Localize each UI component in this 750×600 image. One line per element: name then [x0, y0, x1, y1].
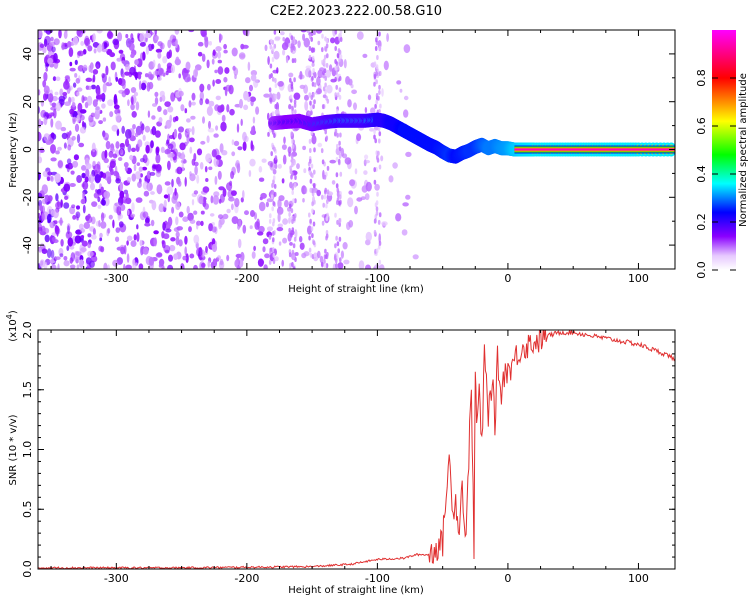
snr-y-multiplier: (x104) [5, 310, 19, 342]
colorbar: 0.0 0.2 0.4 0.6 0.8 Normalized spectral ampl… [695, 30, 749, 279]
colorbar-tick-label: 0.0 [695, 261, 708, 279]
spectrogram-y-ticks: -40 -20 0 20 40 [21, 29, 675, 270]
snr-x-label: Height of straight line (km) [288, 585, 424, 596]
x-tick-label: 100 [628, 272, 649, 285]
x-tick-label: -100 [365, 572, 390, 585]
y-tick-label: 1.0 [21, 441, 34, 459]
spectrogram-x-ticks: -300 -200 -100 0 100 [50, 30, 649, 285]
y-tick-label: -20 [21, 188, 34, 206]
snr-x-ticks: -300 -200 -100 0 100 [50, 330, 649, 585]
snr-frame [37, 329, 676, 570]
spectrogram-x-label: Height of straight line (km) [288, 284, 424, 295]
snr-line [38, 330, 675, 569]
x-tick-label: -200 [234, 572, 259, 585]
x-tick-label: -300 [104, 572, 129, 585]
spectrogram-y-label: Frequency (Hz) [8, 112, 19, 188]
spectrogram-noise [38, 30, 419, 269]
snr-y-ticks: 0.0 0.5 1.0 1.5 2.0 [21, 321, 675, 578]
colorbar-tick-label: 0.4 [695, 165, 708, 183]
y-tick-label: -40 [21, 236, 34, 254]
y-tick-label: 20 [21, 95, 34, 109]
snr-y-label: SNR (10 * v/v) [8, 414, 19, 485]
x-tick-label: 0 [504, 272, 511, 285]
colorbar-tick-label: 0.6 [695, 117, 708, 135]
spectrogram-signal-trace [268, 112, 675, 164]
x-tick-label: 100 [628, 572, 649, 585]
figure-title: C2E2.2023.222.00.58.G10 [270, 4, 442, 19]
y-tick-label: 2.0 [21, 321, 34, 339]
y-tick-label: 0.5 [21, 501, 34, 519]
y-tick-label: 0.0 [21, 560, 34, 578]
snr-series [38, 330, 675, 569]
y-tick-label: 0 [21, 146, 34, 153]
colorbar-ticks: 0.0 0.2 0.4 0.6 0.8 [695, 69, 736, 279]
colorbar-label: Normalized spectral amplitude [738, 73, 749, 227]
x-tick-label: -300 [104, 272, 129, 285]
colorbar-gradient [712, 30, 736, 270]
x-tick-label: -100 [365, 272, 390, 285]
y-tick-label: 40 [21, 47, 34, 61]
y-tick-label: 1.5 [21, 381, 34, 399]
x-tick-label: -200 [234, 272, 259, 285]
x-tick-label: 0 [504, 572, 511, 585]
colorbar-tick-label: 0.2 [695, 213, 708, 231]
snr-panel: -300 -200 -100 0 100 0.0 0.5 1.0 1.5 2.0 Height … [5, 310, 676, 596]
colorbar-tick-label: 0.8 [695, 69, 708, 87]
